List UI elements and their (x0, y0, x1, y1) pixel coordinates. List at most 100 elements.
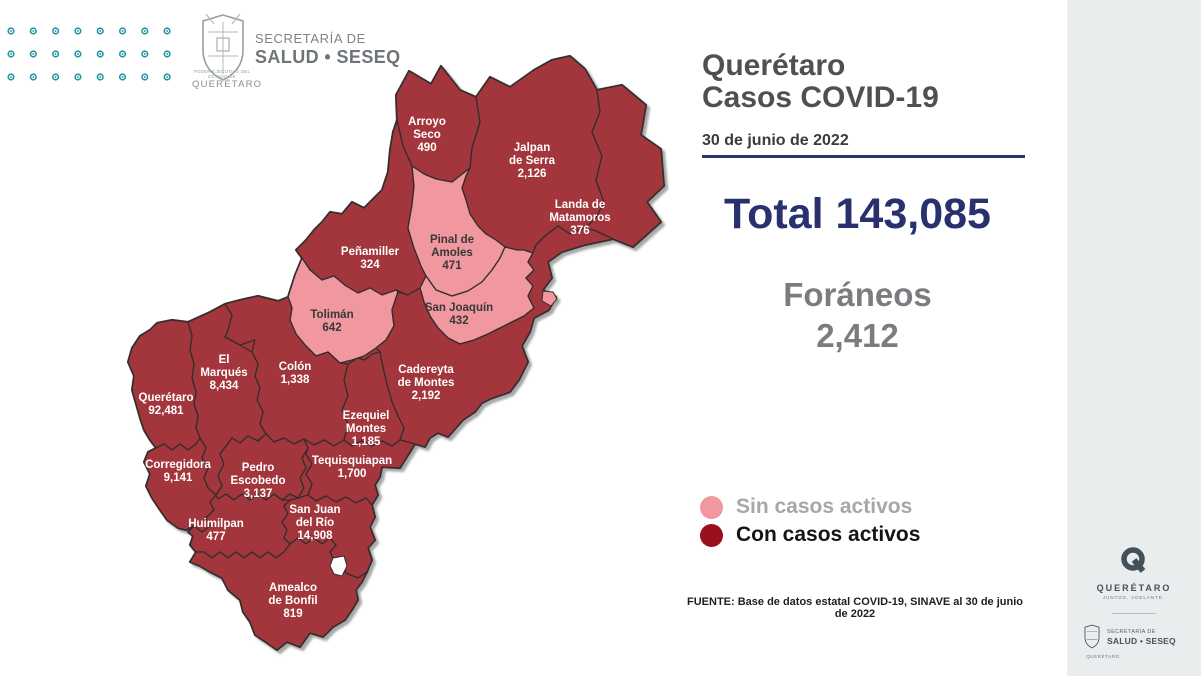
dot-center-icon (54, 53, 57, 55)
sidebar-queretaro-slogan: JUNTOS, ADELANTE. (1102, 595, 1166, 600)
label-tequisquiapan: Tequisquiapan 1,700 (312, 455, 392, 480)
logo-line2: SALUD • SESEQ (255, 47, 401, 67)
label-landa: Landa de Matamoros 376 (549, 199, 610, 237)
report-date: 30 de junio de 2022 (702, 132, 849, 149)
dot-icon (96, 27, 104, 35)
dot-icon (118, 27, 127, 35)
total-cases: Total 143,085 (724, 190, 991, 238)
dot-center-icon (121, 53, 124, 55)
dot-center-icon (143, 76, 146, 78)
foraneos-block: Foráneos 2,412 (685, 274, 1030, 356)
dot-icon (29, 50, 37, 58)
logo-line1: SECRETARÍA DE (255, 31, 366, 46)
dot-center-icon (143, 53, 146, 55)
page-title: Querétaro Casos COVID-19 (702, 50, 939, 114)
label-el-marques: El Marqués 8,434 (200, 354, 247, 392)
dot-icon (74, 73, 82, 81)
region-queretaro (127, 319, 201, 451)
foraneos-value: 2,412 (816, 317, 899, 354)
label-toliman: Tolimán 642 (310, 309, 353, 334)
dot-icon (7, 73, 15, 81)
dot-icon (29, 73, 37, 81)
dot-center-icon (99, 30, 102, 32)
dot-center-icon (166, 76, 169, 78)
logo-sub1: PODER EJECUTIVO DEL ESTADO DE (193, 69, 251, 79)
dot-center-icon (77, 53, 79, 55)
dot-center-icon (32, 76, 35, 78)
label-penamiller: Peñamiller 324 (341, 246, 400, 271)
title-line2: Casos COVID-19 (702, 81, 939, 114)
dot-center-icon (121, 30, 124, 32)
dot-icon (118, 73, 127, 81)
dot-icon (51, 27, 60, 35)
dot-icon (96, 50, 104, 58)
dots-pattern (7, 27, 171, 81)
dot-center-icon (121, 76, 124, 78)
dot-center-icon (10, 53, 12, 55)
label-san-juan-del-rio: San Juan del Río 14,908 (289, 504, 340, 542)
legend-label-sin: Sin casos activos (736, 495, 913, 518)
dot-icon (96, 73, 104, 81)
source-note: FUENTE: Base de datos estatal COVID-19, … (687, 596, 1023, 620)
dot-center-icon (166, 53, 169, 55)
label-jalpan: Jalpan de Serra 2,126 (509, 142, 556, 180)
sidebar-salud-line2: SALUD • SESEQ (1107, 635, 1176, 646)
dot-icon (74, 50, 82, 58)
dot-center-icon (32, 53, 35, 55)
sidebar-queretaro-word: QUERÉTARO (1096, 583, 1172, 593)
salud-crest-icon (1084, 624, 1100, 649)
dot-center-icon (99, 76, 102, 78)
con-casos-swatch-icon (700, 523, 723, 547)
dot-center-icon (10, 76, 12, 78)
dot-icon (51, 73, 60, 81)
foraneos-label: Foráneos (783, 276, 932, 313)
dot-icon (163, 27, 171, 35)
queretaro-q-logo-icon (1121, 547, 1146, 573)
label-huimilpan: Huimilpan 477 (188, 518, 244, 543)
dot-center-icon (77, 76, 79, 78)
label-pinal: Pinal de Amoles 471 (430, 234, 474, 272)
label-corregidora: Corregidora 9,141 (145, 459, 211, 484)
dot-icon (7, 27, 15, 35)
legend-item-sin: Sin casos activos (700, 493, 920, 521)
label-colon: Colón 1,338 (279, 361, 312, 386)
dot-icon (118, 50, 127, 58)
sidebar-divider (1112, 613, 1156, 614)
dot-center-icon (99, 53, 102, 55)
dot-center-icon (10, 30, 12, 32)
label-arroyo-seco: Arroyo Seco 490 (408, 116, 446, 154)
date-underline (702, 155, 1025, 158)
label-cadereyta: Cadereyta de Montes 2,192 (398, 364, 455, 402)
sidebar-salud-sub: QUERÉTARO (1086, 654, 1120, 659)
label-ezequiel-montes: Ezequiel Montes 1,185 (343, 410, 390, 448)
title-line1: Querétaro (702, 49, 846, 82)
map-inlet (329, 555, 348, 577)
label-pedro-escobedo: Pedro Escobedo 3,137 (231, 462, 286, 500)
dot-icon (141, 50, 149, 58)
region-corregidora (143, 437, 217, 533)
logo-sub2: QUERÉTARO (192, 79, 263, 90)
legend-item-con: Con casos activos (700, 521, 920, 549)
label-amealco: Amealco de Bonfil 819 (268, 582, 317, 620)
dot-center-icon (32, 30, 35, 32)
sidebar-salud-line1: SECRETARÍA DE (1107, 628, 1156, 635)
dot-center-icon (54, 76, 57, 78)
dot-center-icon (166, 30, 169, 32)
label-queretaro: Querétaro 92,481 (139, 392, 194, 417)
dot-center-icon (143, 30, 146, 32)
dot-icon (7, 50, 15, 58)
region-tequisquiapan (303, 438, 416, 506)
dot-icon (29, 27, 37, 35)
dot-icon (163, 73, 171, 81)
seseq-header-logo: SECRETARÍA DE SALUD • SESEQ PODER EJECUT… (192, 8, 454, 98)
dot-icon (163, 50, 171, 58)
dot-icon (141, 27, 149, 35)
dot-icon (51, 50, 60, 58)
dot-center-icon (54, 30, 57, 32)
legend-label-con: Con casos activos (736, 523, 921, 546)
sidebar: QUERÉTARO JUNTOS, ADELANTE. SECRETARÍA D… (1067, 0, 1201, 676)
queretaro-crest-icon (202, 13, 244, 81)
dot-center-icon (77, 30, 79, 32)
